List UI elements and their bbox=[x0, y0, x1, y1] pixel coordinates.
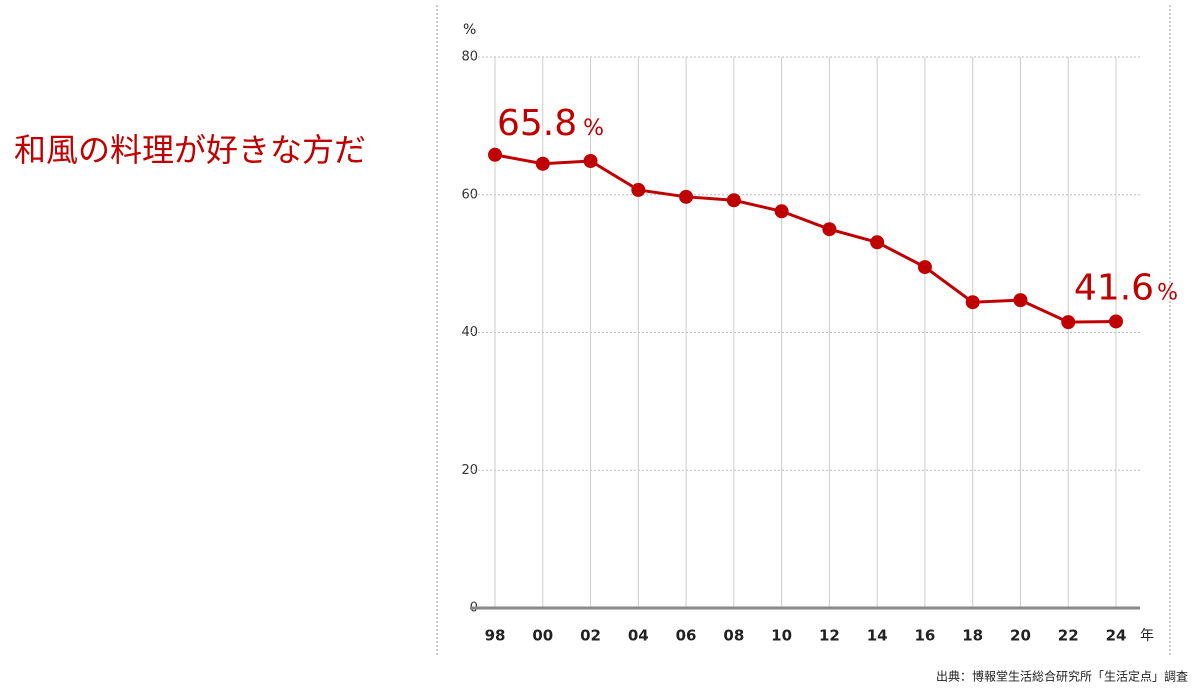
x-tick-label: 00 bbox=[532, 627, 553, 645]
point bbox=[1061, 315, 1076, 330]
point bbox=[631, 182, 646, 197]
point bbox=[870, 235, 885, 250]
value-label: 65.8 bbox=[497, 103, 577, 144]
x-tick-label: 06 bbox=[676, 627, 697, 645]
y-axis-label: % bbox=[463, 22, 476, 38]
source: 出典：博報堂生活総合研究所「生活定点」調査 bbox=[936, 669, 1188, 684]
value-label: 41.6 bbox=[1074, 267, 1154, 308]
y-tick-label: 20 bbox=[461, 463, 478, 478]
point bbox=[917, 260, 932, 275]
x-tick-label: 08 bbox=[723, 627, 744, 645]
y-tick-label: 80 bbox=[461, 50, 478, 65]
chart-title: 和風の料理が好きな方だ bbox=[14, 131, 366, 169]
point bbox=[726, 193, 741, 208]
point bbox=[774, 204, 789, 219]
x-tick-label: 98 bbox=[485, 627, 506, 645]
x-tick-label: 16 bbox=[914, 627, 935, 645]
x-tick-label: 02 bbox=[580, 627, 601, 645]
y-tick-label: 60 bbox=[461, 187, 478, 202]
x-tick-label: 12 bbox=[819, 627, 840, 645]
point bbox=[822, 222, 837, 237]
x-tick-label: 24 bbox=[1106, 627, 1127, 645]
point bbox=[583, 154, 598, 169]
y-tick-label: 40 bbox=[461, 325, 478, 340]
point bbox=[679, 189, 694, 204]
point bbox=[488, 147, 502, 162]
x-tick-label: 18 bbox=[962, 627, 983, 645]
value-label-unit: % bbox=[1157, 280, 1178, 305]
point bbox=[1109, 314, 1123, 329]
point bbox=[965, 295, 980, 310]
x-tick-label: 22 bbox=[1058, 627, 1079, 645]
x-tick-label: 04 bbox=[628, 627, 649, 645]
line bbox=[494, 153, 1117, 324]
x-tick-label: 20 bbox=[1010, 627, 1031, 645]
x-tick-label: 14 bbox=[867, 627, 888, 645]
x-tick-label: 10 bbox=[771, 627, 792, 645]
x-axis-label: 年 bbox=[1140, 628, 1154, 644]
point bbox=[1013, 293, 1028, 308]
point bbox=[535, 156, 550, 171]
value-label-unit: % bbox=[583, 116, 604, 141]
